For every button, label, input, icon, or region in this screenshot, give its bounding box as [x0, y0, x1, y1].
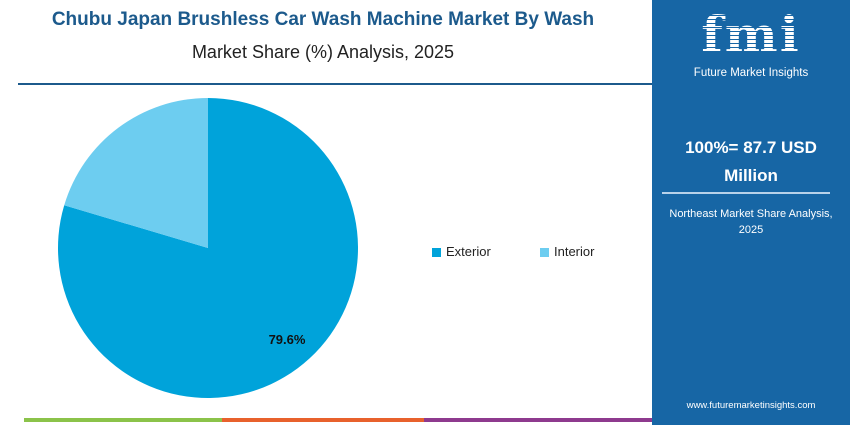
- bottom-bar-orange: [222, 418, 424, 422]
- website-link[interactable]: www.futuremarketinsights.com: [686, 400, 816, 411]
- bottom-bar-purple: [424, 418, 652, 422]
- pie-slice-interior: [64, 98, 208, 248]
- legend-swatch-exterior: [432, 247, 441, 257]
- panel-divider: [662, 192, 830, 194]
- total-line-1: 100%= 87.7 USD: [685, 138, 817, 157]
- info-panel: fmi Future Market Insights 100%= 87.7 US…: [652, 0, 850, 425]
- bottom-bar-green: [24, 418, 222, 422]
- legend-label-interior: Interior: [554, 244, 595, 259]
- panel-subtitle: Northeast Market Share Analysis, 2025: [669, 208, 833, 236]
- pie-chart: 79.6%: [58, 98, 359, 398]
- fmi-logo: fmi Future Market Insights: [652, 8, 850, 80]
- logo-mark: fmi: [652, 8, 850, 62]
- legend-label-exterior: Exterior: [446, 244, 491, 259]
- total-line-2: Million: [724, 166, 778, 185]
- legend-item-exterior: Exterior: [432, 244, 491, 260]
- title-divider: [18, 83, 652, 85]
- market-total: 100%= 87.7 USD Million: [652, 134, 850, 190]
- pie-slice-exterior: [58, 98, 359, 398]
- chart-subtitle: Market Share (%) Analysis, 2025: [191, 42, 455, 62]
- legend-item-interior: Interior: [540, 244, 594, 260]
- logo-subtitle: Future Market Insights: [693, 67, 809, 79]
- legend-swatch-interior: [540, 247, 549, 257]
- data-label-exterior: 79.6%: [269, 332, 306, 347]
- chart-title: Chubu Japan Brushless Car Wash Machine M…: [51, 9, 595, 30]
